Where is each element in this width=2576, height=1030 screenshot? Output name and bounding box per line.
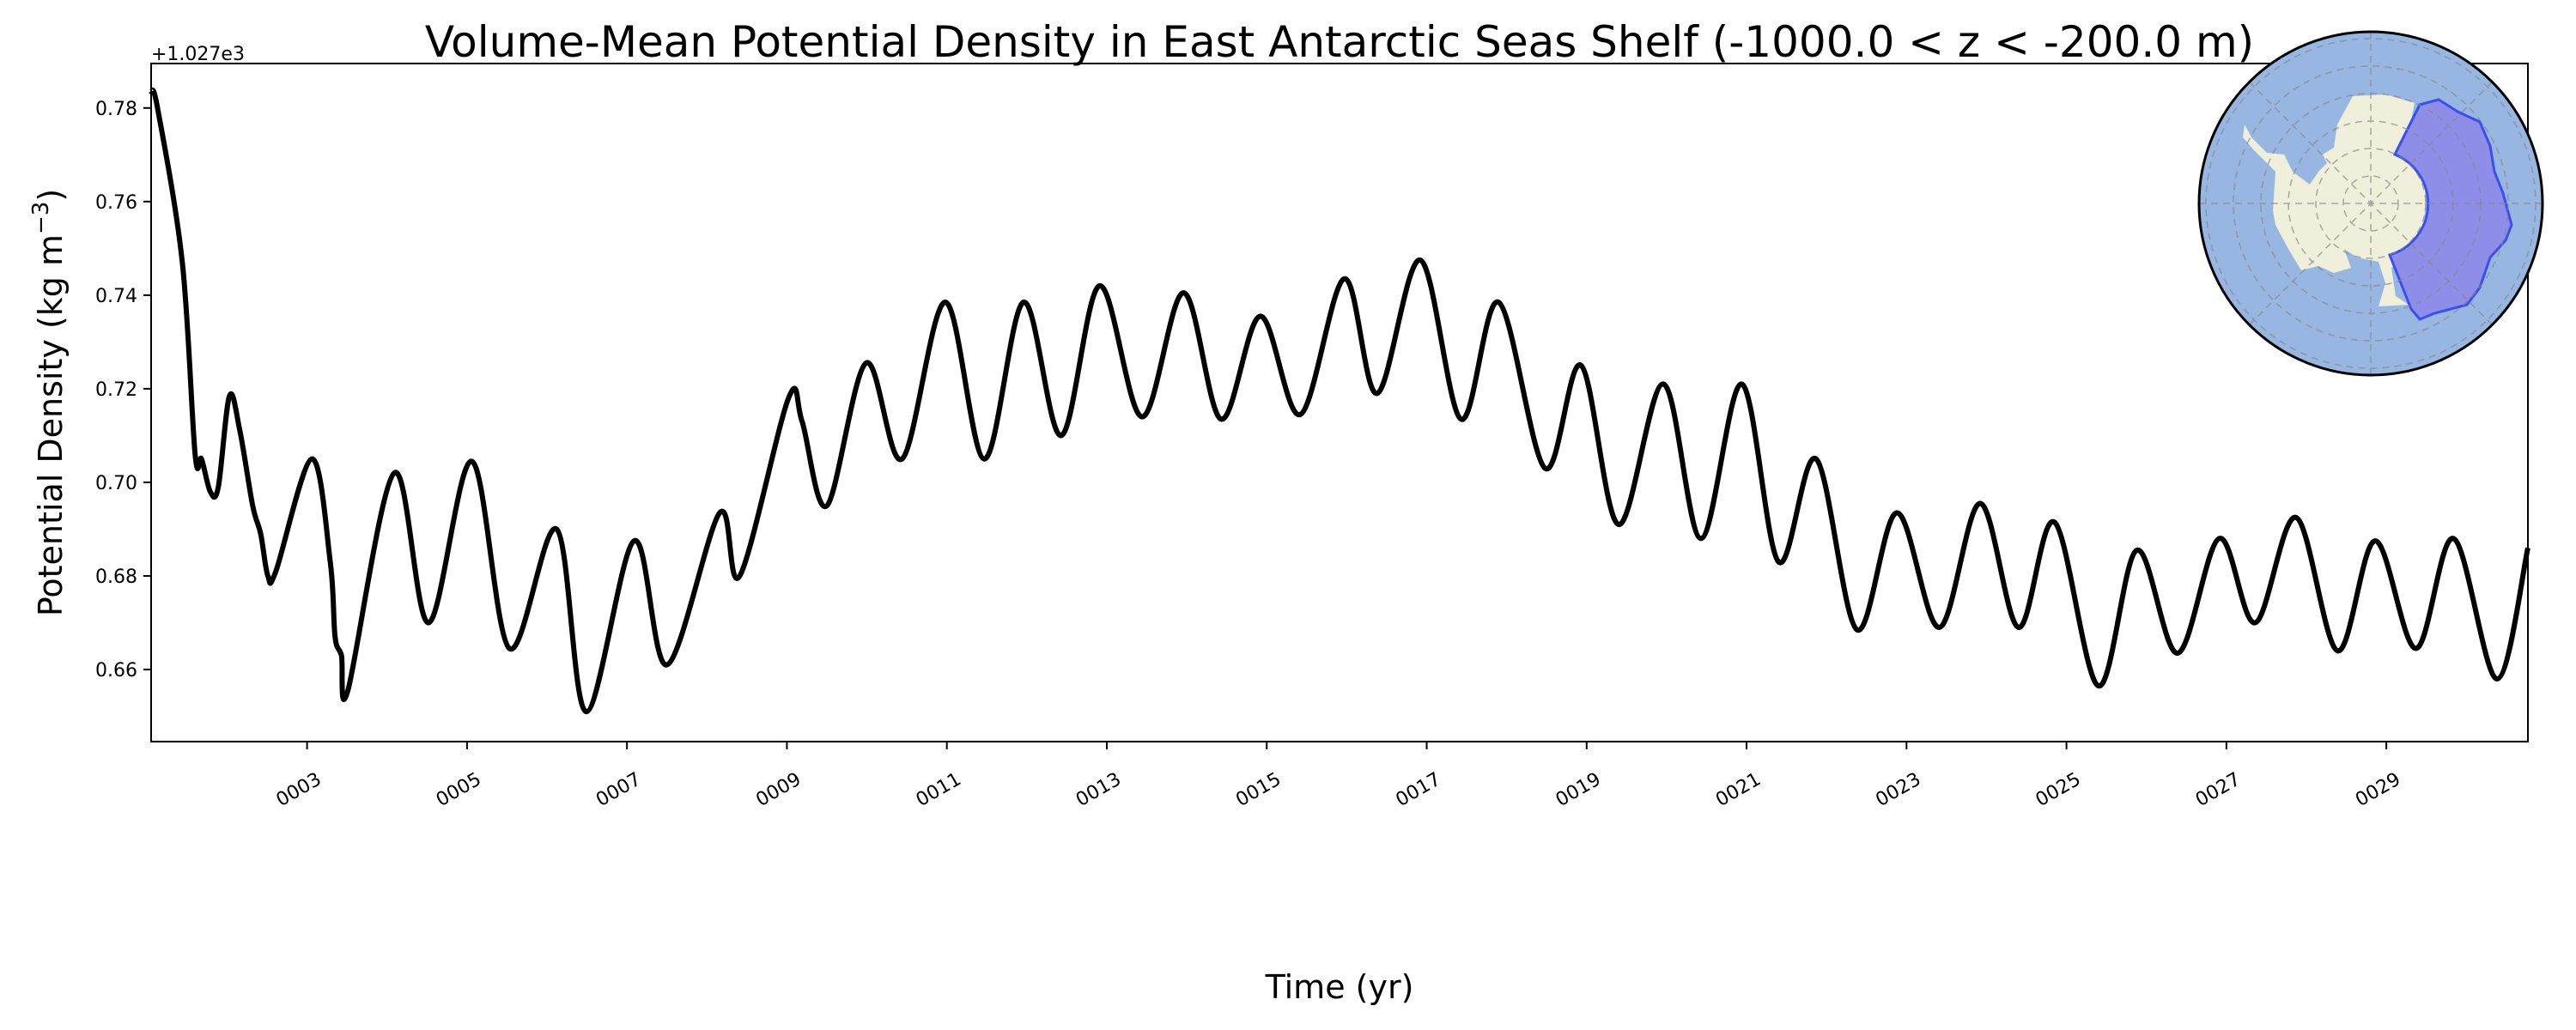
x-tick-label: 0009: [752, 769, 805, 812]
y-tick-label: 0.78: [95, 99, 137, 120]
y-axis: 0.66 0.68 0.70 0.72 0.74 0.76 0.78: [95, 99, 151, 682]
y-tick-label: 0.72: [95, 379, 137, 401]
x-tick-label: 0025: [2032, 769, 2085, 812]
chart-title: Volume-Mean Potential Density in East An…: [425, 17, 2254, 67]
y-axis-label: Potential Density (kg m−3): [28, 189, 70, 616]
axes-frame: [150, 63, 2529, 742]
inset-map: [2197, 30, 2544, 377]
x-tick-label: 0019: [1552, 769, 1605, 812]
x-tick-label: 0017: [1393, 769, 1445, 812]
x-tick-label: 0015: [1232, 769, 1285, 812]
y-tick-label: 0.66: [95, 660, 137, 682]
x-tick-label: 0027: [2192, 769, 2245, 812]
y-offset-label: +1.027e3: [151, 44, 245, 65]
x-tick-label: 0013: [1072, 769, 1125, 812]
x-tick-label: 0005: [433, 769, 485, 812]
map-gridlines: [2199, 32, 2543, 375]
x-tick-label: 0003: [273, 769, 325, 812]
map-border: [2197, 30, 2544, 377]
x-tick-label: 0023: [1872, 769, 1924, 812]
x-tick-label: 0011: [913, 769, 965, 812]
y-tick-label: 0.76: [95, 192, 137, 214]
y-tick-label: 0.74: [95, 286, 137, 307]
x-tick-label: 0007: [592, 769, 645, 812]
antarctica-land: [2243, 94, 2426, 306]
y-tick-label: 0.70: [95, 473, 137, 494]
x-axis: 0003 0005 0007 0009 0011 0013 0015 0017 0019 0021…: [273, 742, 2404, 812]
series-line: [149, 88, 2530, 715]
x-tick-label: 0021: [1712, 769, 1765, 812]
y-tick-label: 0.68: [95, 566, 137, 588]
plot-area: 0.660.680.700.720.740.760.78 0003 0005 000…: [95, 63, 2530, 812]
x-tick-label: 0029: [2352, 769, 2404, 812]
x-axis-label: Time (yr): [1265, 968, 1414, 1006]
